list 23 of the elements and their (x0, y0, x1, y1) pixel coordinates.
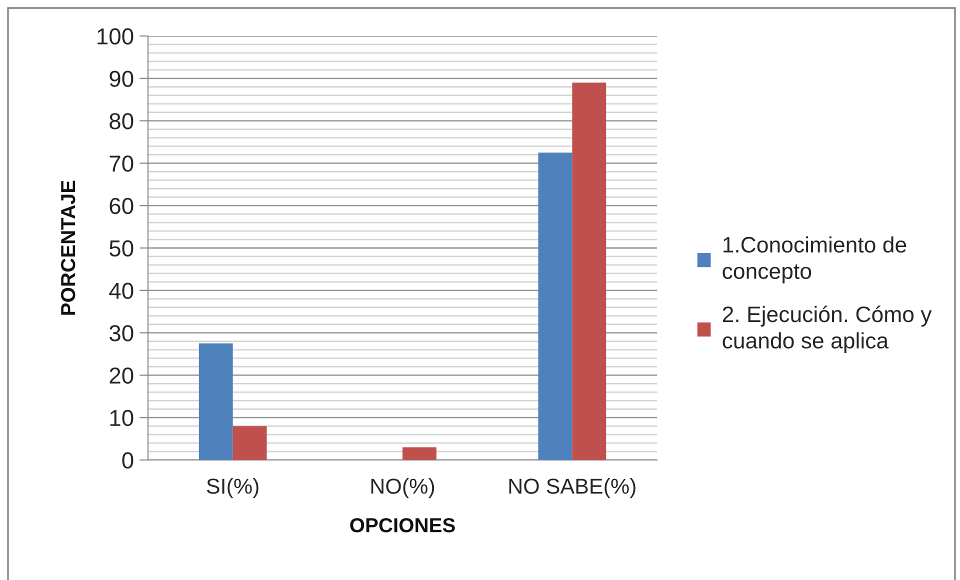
legend-label: 1.Conocimiento de concepto (722, 236, 906, 284)
bar (232, 426, 267, 460)
y-tick-label: 0 (122, 452, 134, 469)
y-tick-label: 90 (110, 70, 134, 87)
x-tick-label: SI(%) (206, 478, 258, 498)
y-tick-label: 60 (110, 198, 134, 214)
x-tick-label: NO(%) (371, 478, 434, 498)
y-tick-label: 50 (110, 240, 134, 257)
y-tick-label: 100 (98, 28, 134, 45)
x-tick-label: NO SABE(%) (509, 478, 636, 498)
x-axis-title: OPCIONES (350, 518, 455, 532)
y-tick-label: 80 (110, 113, 134, 130)
legend-label: 2. Ejecución. Cómo y cuando se aplica (722, 306, 932, 353)
y-tick-label: 30 (109, 325, 134, 342)
y-tick-label: 10 (110, 410, 134, 426)
y-tick-label: 40 (109, 282, 134, 299)
bar (198, 343, 233, 460)
bar (572, 82, 606, 460)
bar (538, 152, 572, 460)
bar (402, 447, 436, 460)
y-axis-title: PORCENTAJE (60, 180, 76, 315)
y-tick-label: 70 (110, 156, 134, 172)
y-tick-label: 20 (110, 368, 134, 384)
